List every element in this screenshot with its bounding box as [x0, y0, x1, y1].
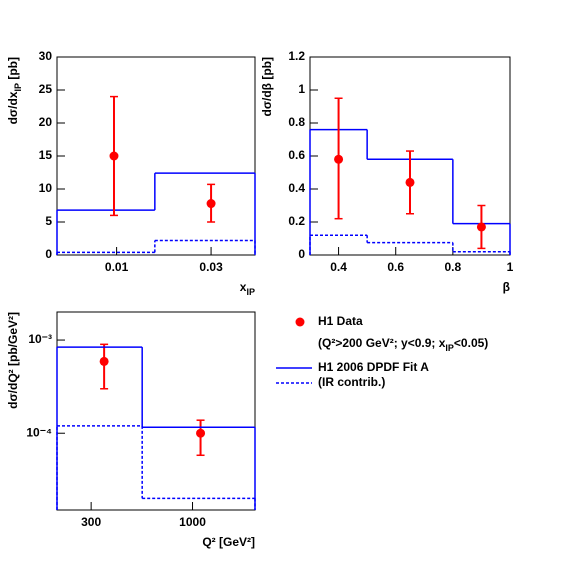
y-axis-label: dσ/dβ [pb] [260, 57, 274, 117]
x-tick-label: 0.8 [445, 260, 462, 274]
plot-frame [56, 311, 256, 511]
y-tick-label: 0.8 [288, 115, 305, 129]
y-tick-label: 1 [298, 82, 305, 96]
y-axis-label-part: dσ/dQ² [pb/GeV²] [6, 312, 20, 409]
y-tick-label: 30 [39, 49, 53, 63]
x-tick-label: 0.4 [330, 260, 347, 274]
y-tick-label: 0 [298, 247, 305, 261]
x-axis-label: xIP [240, 280, 255, 297]
y-tick-label: 0.6 [288, 148, 305, 162]
data-point [334, 154, 344, 164]
x-axis-label-part: Q² [GeV²] [202, 535, 255, 549]
y-axis-label-part: [pb] [6, 57, 20, 83]
y-tick-label: 25 [39, 82, 53, 96]
x-axis-label: Q² [GeV²] [202, 535, 255, 549]
x-tick-label: 0.01 [105, 260, 129, 274]
data-point [99, 356, 109, 366]
plot-frame [56, 56, 256, 256]
x-axis-label-sub: IP [246, 287, 255, 297]
y-tick-label: 20 [39, 115, 53, 129]
y-tick-label: 0.4 [288, 181, 305, 195]
y-axis-label-part: dσ/dx [6, 91, 20, 124]
y-axis-label-part: dσ/dβ [pb] [260, 57, 274, 117]
x-tick-label: 0.03 [199, 260, 223, 274]
data-point [206, 199, 216, 209]
data-point [196, 428, 206, 438]
y-tick-label: 10⁻⁴ [26, 425, 52, 439]
x-tick-label: 0.6 [387, 260, 404, 274]
legend-label: (IR contrib.) [318, 375, 385, 389]
data-point [476, 222, 486, 232]
y-tick-label: 10 [39, 181, 53, 195]
y-axis-label: dσ/dxIP [pb] [6, 57, 23, 124]
x-tick-label: 300 [81, 515, 101, 529]
x-axis-label: β [503, 280, 510, 294]
legend-label: H1 2006 DPDF Fit A [318, 360, 429, 374]
y-tick-label: 10⁻³ [28, 332, 52, 346]
x-tick-label: 1000 [179, 515, 206, 529]
y-axis-label: dσ/dQ² [pb/GeV²] [6, 312, 20, 409]
x-axis-label-part: β [503, 280, 510, 294]
y-tick-label: 0 [45, 247, 52, 261]
y-tick-label: 0.2 [288, 214, 305, 228]
y-tick-label: 15 [39, 148, 53, 162]
data-point [405, 177, 415, 187]
legend-note-sub: IP [445, 343, 454, 353]
legend-label: H1 Data [318, 314, 363, 328]
y-tick-label: 1.2 [288, 49, 305, 63]
x-axis-label-part: x [240, 280, 247, 294]
legend-note-part: (Q²>200 GeV²; y<0.9; x [318, 336, 446, 350]
data-point [109, 151, 119, 161]
y-tick-label: 5 [45, 214, 52, 228]
x-tick-label: 1 [507, 260, 514, 274]
legend-marker [295, 317, 305, 327]
legend-note-part: <0.05) [454, 336, 488, 350]
legend-note: (Q²>200 GeV²; y<0.9; xIP<0.05) [318, 336, 488, 353]
y-axis-label-sub: IP [13, 83, 23, 92]
